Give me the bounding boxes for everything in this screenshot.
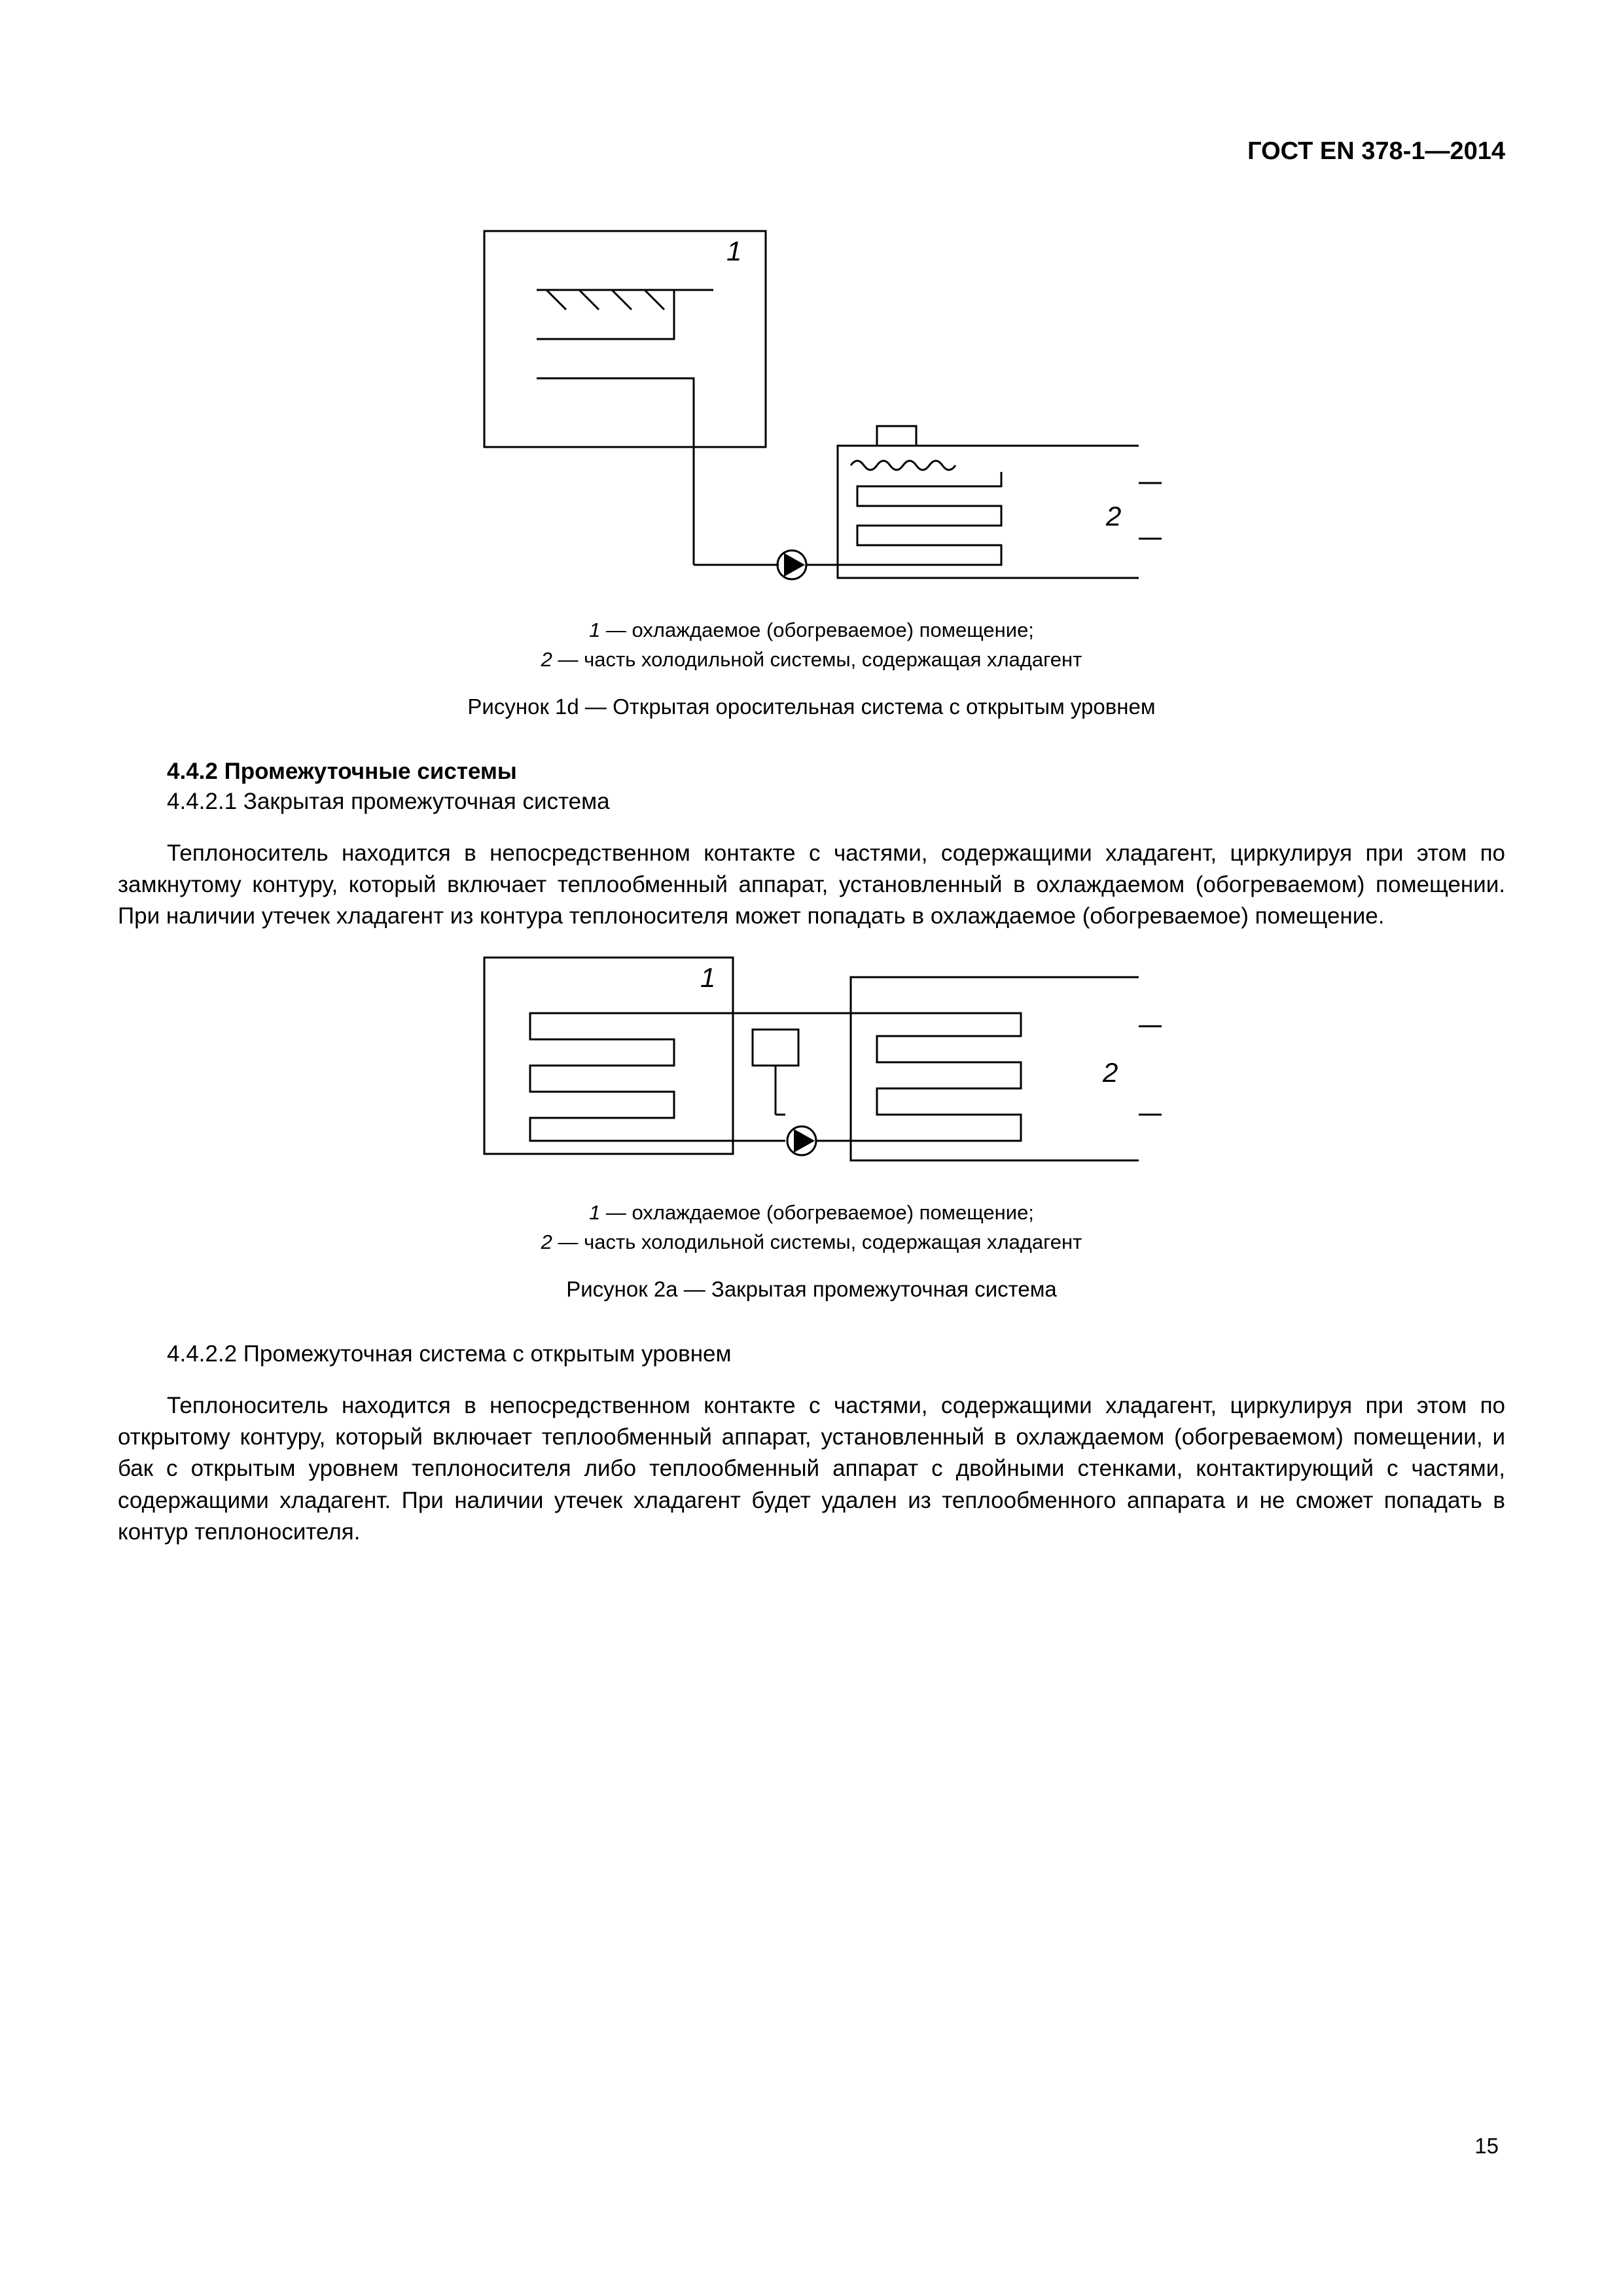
legend2-text-2: — часть холодильной системы, содержащая …: [552, 1230, 1082, 1253]
heading-4-4-2-2: 4.4.2.2 Промежуточная система с открытым…: [167, 1341, 1505, 1367]
svg-text:1: 1: [726, 236, 741, 266]
svg-text:2: 2: [1102, 1057, 1118, 1088]
figure-2a-svg: 1 2: [458, 951, 1165, 1187]
legend-num-1: 1: [589, 619, 600, 641]
para-4-4-2-1: Теплоноситель находится в непосредственн…: [118, 838, 1505, 933]
svg-text:1: 1: [700, 962, 715, 993]
svg-text:2: 2: [1105, 501, 1121, 531]
figure-2a: 1 2 1 — охлаждаемое (обогреваемое) помещ…: [118, 951, 1505, 1302]
legend2-num-2: 2: [541, 1230, 552, 1253]
legend-num-2: 2: [541, 648, 552, 671]
figure-1d-svg: 1 2: [458, 224, 1165, 604]
para-4-4-2-2: Теплоноситель находится в непосредственн…: [118, 1390, 1505, 1548]
figure-2a-legend: 1 — охлаждаемое (обогреваемое) помещение…: [118, 1198, 1505, 1257]
page-number: 15: [1474, 2134, 1499, 2159]
figure-1d: 1 2 1 — охлаждаемое (обогреваемое) помещ…: [118, 224, 1505, 719]
doc-header: ГОСТ EN 378-1—2014: [118, 137, 1505, 166]
figure-1d-caption: Рисунок 1d — Открытая оросительная систе…: [118, 694, 1505, 719]
heading-4-4-2: 4.4.2 Промежуточные системы: [167, 759, 1505, 785]
figure-2a-caption: Рисунок 2a — Закрытая промежуточная сист…: [118, 1277, 1505, 1302]
legend-text-2: — часть холодильной системы, содержащая …: [552, 648, 1082, 671]
figure-1d-legend: 1 — охлаждаемое (обогреваемое) помещение…: [118, 616, 1505, 675]
legend2-num-1: 1: [589, 1201, 600, 1224]
legend2-text-1: — охлаждаемое (обогреваемое) помещение;: [600, 1201, 1034, 1224]
legend-text-1: — охлаждаемое (обогреваемое) помещение;: [600, 619, 1034, 641]
heading-4-4-2-1: 4.4.2.1 Закрытая промежуточная система: [167, 789, 1505, 815]
